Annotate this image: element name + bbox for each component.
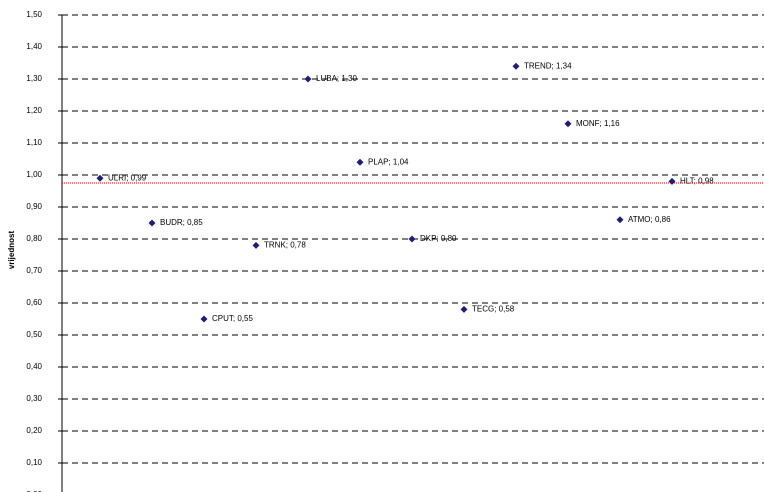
marker — [148, 219, 156, 227]
data-label: PLAP; 1,04 — [368, 157, 409, 166]
marker — [564, 120, 572, 128]
y-tick-label: 0,30 — [26, 394, 42, 403]
marker — [668, 177, 676, 185]
marker — [356, 158, 364, 166]
y-tick-label: 0,00 — [26, 490, 42, 492]
data-label: ULRI; 0,99 — [108, 173, 147, 182]
data-label: CPUT; 0,55 — [212, 314, 253, 323]
y-tick-label: 1,40 — [26, 42, 42, 51]
marker — [304, 75, 312, 83]
y-tick-label: 0,40 — [26, 362, 42, 371]
y-axis-label: vrijednost — [7, 231, 16, 270]
y-tick-label: 0,50 — [26, 330, 42, 339]
y-tick-label: 0,90 — [26, 202, 42, 211]
data-label: TRNK; 0,78 — [264, 241, 306, 250]
y-tick-label: 0,10 — [26, 458, 42, 467]
data-label: TREND; 1,34 — [524, 61, 572, 70]
marker — [408, 235, 416, 243]
data-label: DKP; 0,80 — [420, 234, 457, 243]
marker — [460, 305, 468, 313]
data-label: ATMO; 0,86 — [628, 215, 671, 224]
y-tick-label: 0,20 — [26, 426, 42, 435]
marker — [200, 315, 208, 323]
y-tick-label: 1,00 — [26, 170, 42, 179]
y-tick-label: 1,10 — [26, 138, 42, 147]
data-label: MONF; 1,16 — [576, 119, 620, 128]
marker — [96, 174, 104, 182]
data-label: LUBA; 1,30 — [316, 74, 357, 83]
data-label: HLT; 0,98 — [680, 177, 714, 186]
y-tick-label: 0,60 — [26, 298, 42, 307]
y-tick-label: 1,50 — [26, 10, 42, 19]
y-tick-label: 0,70 — [26, 266, 42, 275]
data-label: BUDR; 0,85 — [160, 218, 203, 227]
marker — [252, 241, 260, 249]
y-tick-label: 1,30 — [26, 74, 42, 83]
data-label: TECG; 0,58 — [472, 305, 515, 314]
marker — [616, 216, 624, 224]
y-tick-label: 0,80 — [26, 234, 42, 243]
y-tick-label: 1,20 — [26, 106, 42, 115]
marker — [512, 62, 520, 70]
